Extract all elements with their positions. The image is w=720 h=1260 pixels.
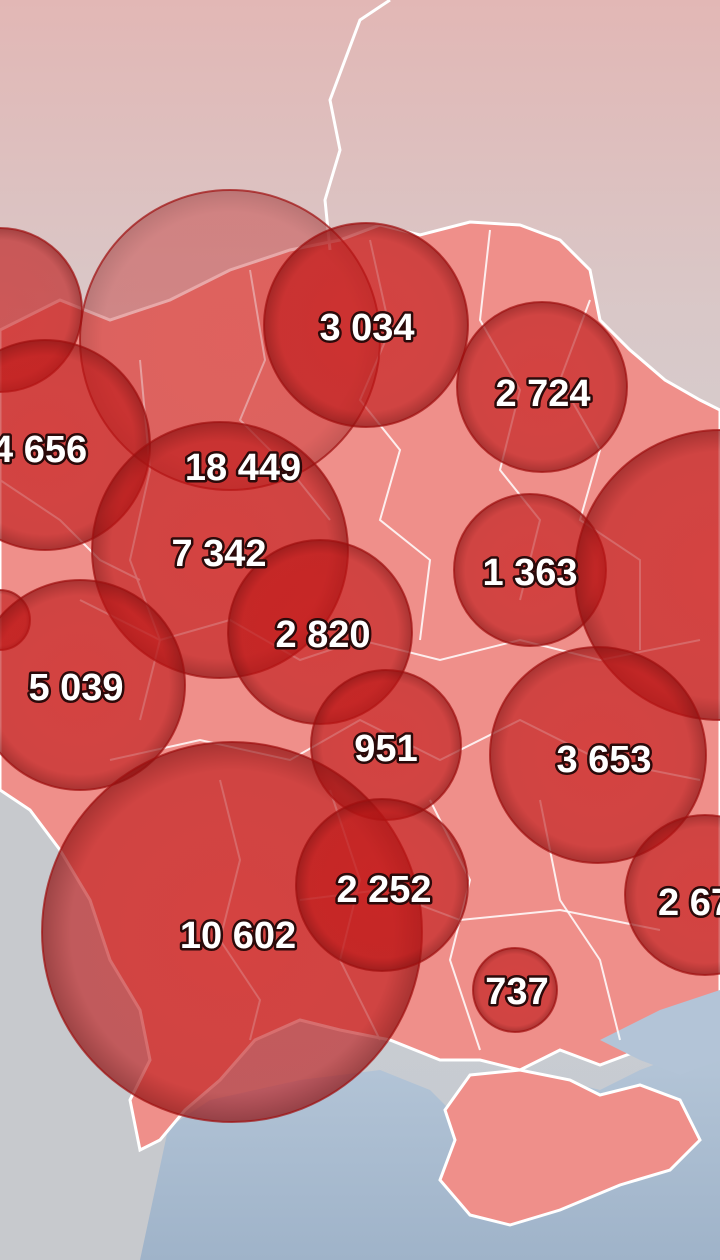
label-odesa: 10 602 [180, 915, 296, 957]
crimea [438, 1068, 702, 1227]
label-chernihiv: 3 034 [319, 307, 414, 349]
bubble-layer [0, 189, 720, 1123]
bubble-mykolaiv [295, 798, 469, 972]
bubble-labels: 4 656 18 449 7 342 2 820 5 039 951 3 034… [0, 305, 720, 1016]
label-cherkasy: 2 820 [275, 614, 370, 656]
label-lviv-area: 4 656 [0, 429, 87, 471]
label-sumy: 2 724 [495, 373, 590, 415]
northern-border [323, 0, 391, 251]
bubble-zaporizhzhia [624, 814, 720, 976]
bubble-kherson [472, 947, 558, 1033]
label-zaporizhzhia: 2 67 [658, 882, 720, 924]
label-poltava: 1 363 [482, 552, 577, 594]
label-dnipro: 3 653 [556, 739, 651, 781]
label-mykolaiv: 2 252 [336, 869, 431, 911]
label-kherson: 737 [485, 971, 548, 1013]
bubble-vinnytsia [0, 579, 186, 791]
bubble-chernihiv [263, 222, 469, 428]
label-kirovohrad: 951 [354, 728, 417, 770]
bubble-dnipro [489, 646, 707, 864]
bubble-sumy [456, 301, 628, 473]
azov-sea [600, 990, 720, 1075]
label-kyiv-city: 18 449 [185, 447, 301, 489]
label-vinnytsia: 5 039 [28, 667, 123, 709]
label-kyiv-oblast: 7 342 [171, 533, 266, 575]
